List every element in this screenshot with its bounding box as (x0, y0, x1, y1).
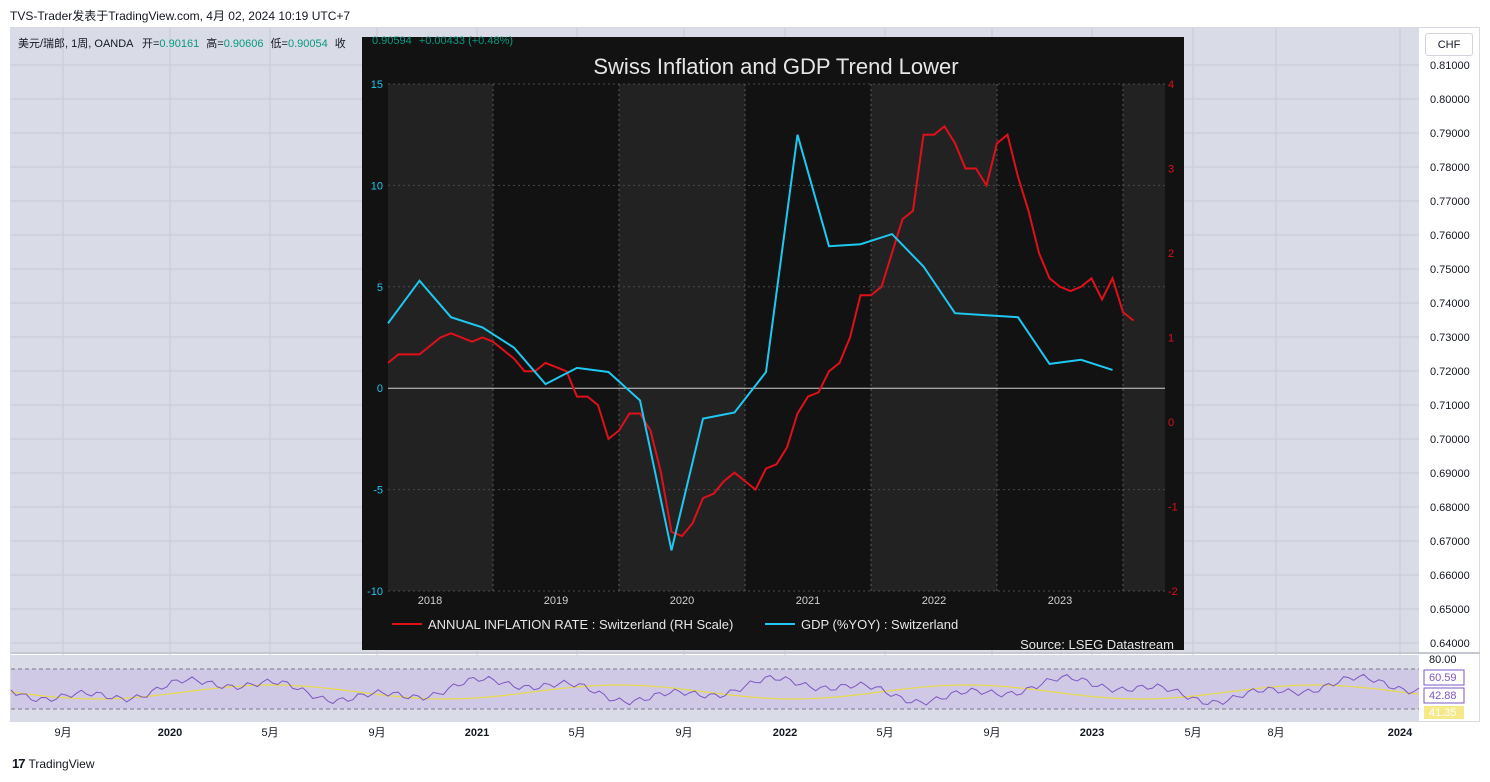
price-tick-label: 0.69000 (1430, 468, 1470, 480)
price-tick-label: 0.68000 (1430, 502, 1470, 514)
price-tick-label: 0.67000 (1430, 536, 1470, 548)
time-tick-label: 2024 (1388, 727, 1413, 739)
price-tick-label: 0.79000 (1430, 128, 1470, 140)
open-value: 0.90161 (159, 38, 200, 50)
currency-button[interactable]: CHF (1425, 33, 1473, 56)
inset-legend: ANNUAL INFLATION RATE : Switzerland (RH … (392, 617, 958, 632)
time-tick-label: 9月 (983, 727, 1000, 739)
time-tick-label: 2020 (158, 727, 182, 739)
year-band (619, 84, 745, 591)
close-value: 0.90594 (372, 35, 412, 47)
symbol-name[interactable]: 美元/瑞郎, 1周, OANDA (18, 38, 133, 50)
time-tick-label: 2021 (465, 727, 489, 739)
time-tick-label: 5月 (1184, 727, 1201, 739)
price-tick-label: 0.78000 (1430, 162, 1470, 174)
high-value: 0.90606 (223, 38, 264, 50)
right-tick-label: 3 (1168, 164, 1174, 176)
time-scale[interactable]: 9月 2020 5月 9月 2021 5月 9月 2022 5月 9月 2023 5月 8月 2024 (54, 727, 1413, 739)
rsi-band (11, 669, 1419, 709)
rsi-ma-value-label: 42.88 (1429, 690, 1457, 702)
right-tick-label: -1 (1168, 502, 1178, 514)
right-tick-label: 1 (1168, 333, 1174, 345)
change-value: +0.00433 (+0.48%) (418, 35, 514, 47)
price-tick-label: 0.80000 (1430, 94, 1470, 106)
time-tick-label: 2023 (1080, 727, 1104, 739)
left-axis-ticks: 15 10 5 0 -5 -10 (367, 79, 383, 598)
rsi-value-box (1423, 669, 1465, 686)
rsi-scale-top: 80.00 (1429, 654, 1457, 666)
x-tick-label: 2020 (670, 595, 694, 607)
price-tick-label: 0.66000 (1430, 570, 1470, 582)
time-tick-label: 2022 (773, 727, 797, 739)
rsi-lower-value-box (1424, 706, 1464, 719)
footer-brand: 17 TradingView (12, 756, 95, 771)
time-tick-label: 5月 (876, 727, 893, 739)
inset-chart: Swiss Inflation and GDP Trend Lower 1510… (362, 37, 1184, 652)
right-tick-label: 2 (1168, 248, 1174, 260)
right-tick-label: -2 (1168, 586, 1178, 598)
symbol-legend[interactable]: 美元/瑞郎, 1周, OANDA 开=0.90161 高=0.90606 低=0… (18, 35, 346, 51)
open-label: 开= (141, 38, 160, 50)
year-band (1123, 84, 1165, 591)
gdp-series-line (387, 134, 1113, 551)
left-tick-label: 10 (371, 180, 383, 192)
chart-frame (10, 27, 1480, 722)
time-tick-label: 8月 (1267, 727, 1284, 739)
inflation-series-line (387, 124, 1135, 538)
inset-title: Swiss Inflation and GDP Trend Lower (593, 54, 958, 79)
rsi-value-label: 60.59 (1429, 672, 1457, 684)
price-tick-label: 0.72000 (1430, 366, 1470, 378)
left-tick-label: -10 (367, 586, 383, 598)
price-tick-label: 0.77000 (1430, 196, 1470, 208)
left-tick-label: 0 (377, 383, 383, 395)
right-tick-label: 4 (1168, 79, 1174, 91)
x-tick-label: 2023 (1048, 595, 1072, 607)
low-value: 0.90054 (287, 38, 328, 50)
rsi-scale[interactable]: 80.00 60.59 42.88 41.35 (1423, 654, 1465, 719)
left-tick-label: 5 (377, 282, 383, 294)
time-tick-label: 9月 (675, 727, 692, 739)
time-tick-label: 5月 (261, 727, 278, 739)
high-label: 高= (206, 38, 224, 50)
inset-source: Source: LSEG Datastream (1020, 637, 1174, 652)
time-tick-label: 9月 (54, 727, 71, 739)
year-band (871, 84, 997, 591)
price-tick-label: 0.65000 (1430, 604, 1470, 616)
left-tick-label: 15 (371, 79, 383, 91)
price-tick-label: 0.71000 (1430, 400, 1470, 412)
rsi-lower-value-label: 41.35 (1429, 707, 1457, 719)
price-tick-label: 0.64000 (1430, 638, 1470, 650)
x-tick-label: 2019 (544, 595, 568, 607)
price-tick-label: 0.81000 (1430, 60, 1470, 72)
rsi-ma-value-box (1423, 687, 1465, 704)
price-tick-label: 0.75000 (1430, 264, 1470, 276)
low-label: 低= (270, 38, 288, 50)
x-tick-label: 2022 (922, 595, 946, 607)
price-tick-label: 0.74000 (1430, 298, 1470, 310)
price-scale[interactable]: 0.81000 0.80000 0.79000 0.78000 0.77000 0.760… (1430, 60, 1470, 650)
left-tick-label: -5 (373, 485, 383, 497)
x-axis-ticks: 2018 2019 2020 2021 2022 2023 (418, 595, 1072, 607)
price-tick-label: 0.73000 (1430, 332, 1470, 344)
time-tick-label: 9月 (368, 727, 385, 739)
rsi-line (10, 673, 1420, 706)
price-tick-label: 0.76000 (1430, 230, 1470, 242)
x-tick-label: 2021 (796, 595, 820, 607)
legend-label-inflation: ANNUAL INFLATION RATE : Switzerland (RH … (428, 617, 733, 632)
tradingview-logo-icon: 17 (12, 756, 26, 771)
inset-background (362, 37, 1184, 650)
right-tick-label: 0 (1168, 417, 1174, 429)
price-tick-label: 0.70000 (1430, 434, 1470, 446)
close-label: 收 (334, 38, 346, 50)
brand-name: TradingView (28, 756, 95, 771)
publish-header: TVS-Trader发表于TradingView.com, 4月 02, 202… (10, 9, 351, 23)
close-change-legend: 0.90594 +0.00433 (+0.48%) (372, 35, 513, 47)
x-tick-label: 2018 (418, 595, 442, 607)
time-tick-label: 5月 (568, 727, 585, 739)
right-axis-ticks: 4 3 2 1 0 -1 -2 (1168, 79, 1178, 598)
legend-label-gdp: GDP (%YOY) : Switzerland (801, 617, 958, 632)
